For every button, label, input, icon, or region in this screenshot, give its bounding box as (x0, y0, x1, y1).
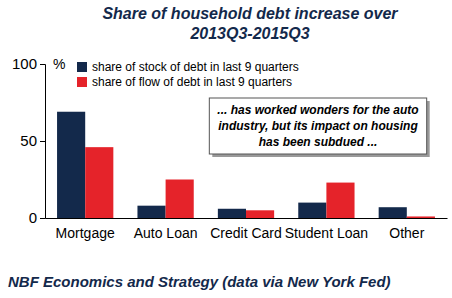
x-axis: Mortgage Auto Loan Credit CardStudent Loan… (46, 218, 448, 241)
legend-item: share of flow of debt in last 9 quarters (77, 75, 292, 89)
text-line: industry, but its impact on housing (218, 119, 418, 133)
annotation-text: ... has worked wonders for the auto indus… (217, 103, 418, 149)
tick: 100 (12, 55, 45, 72)
tick: 50 (20, 132, 45, 149)
bar (57, 112, 85, 218)
title: Share of household debt increase over 201… (102, 5, 398, 42)
tick-label: 50 (20, 132, 37, 149)
tick-label: Credit Card (210, 225, 282, 241)
bar (326, 183, 354, 218)
tick: Student Loan (285, 218, 368, 241)
text-line: Share of household debt increase over (102, 5, 398, 22)
tick: Credit Card (210, 218, 282, 241)
bar (407, 216, 435, 218)
annotation-box (209, 98, 426, 154)
axis-line (46, 218, 448, 219)
text-line: 2013Q3-2015Q3 (189, 25, 309, 42)
bar (246, 210, 274, 218)
tick-label: 0 (29, 209, 37, 226)
tick-label: Student Loan (285, 225, 368, 241)
tick: Mortgage (56, 218, 115, 241)
bars (57, 112, 435, 218)
axis-title: % (53, 56, 65, 72)
tick: 0 (29, 209, 45, 226)
tick-mark (40, 64, 45, 65)
legend-swatch (77, 77, 87, 87)
legend-item: share of stock of debt in last 9 quarter… (77, 60, 299, 74)
bar (298, 203, 326, 218)
text-line: ... has worked wonders for the auto (217, 103, 418, 117)
annotation: ... has worked wonders for the auto indus… (209, 98, 429, 157)
tick-mark (40, 141, 45, 142)
bar (218, 209, 246, 218)
y-axis: 0 50 100 (12, 55, 46, 226)
tick-label: Other (389, 225, 424, 241)
legend-label: share of stock of debt in last 9 quarter… (92, 60, 299, 74)
bar (166, 180, 194, 219)
legend-label: share of flow of debt in last 9 quarters (92, 75, 292, 89)
legend: share of stock of debt in last 9 quarter… (77, 60, 299, 89)
axis-line (40, 65, 46, 219)
bar (85, 147, 113, 218)
tick-label: Mortgage (56, 225, 115, 241)
text-line: has been subdued ... (259, 135, 378, 149)
tick: Other (389, 218, 424, 241)
tick: Auto Loan (134, 218, 198, 241)
tick-mark (40, 218, 45, 219)
chart: Share of household debt increase over 201… (0, 0, 452, 298)
source: NBF Economics and Strategy (data via New… (8, 273, 391, 290)
bar (137, 206, 165, 218)
bar (379, 207, 407, 218)
tick-label: Auto Loan (134, 225, 198, 241)
legend-swatch (77, 62, 87, 72)
tick-label: 100 (12, 55, 37, 72)
